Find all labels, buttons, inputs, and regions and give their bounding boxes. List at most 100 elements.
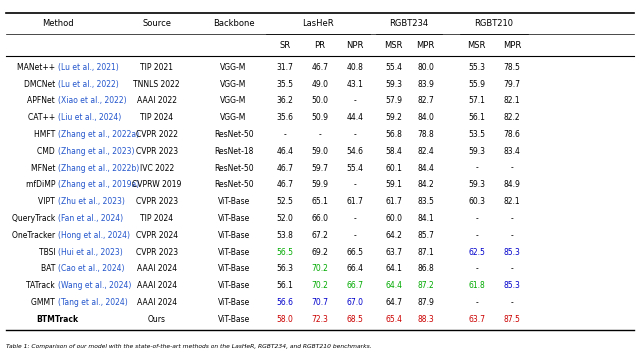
Text: CVPR 2023: CVPR 2023 [136, 248, 178, 257]
Text: 85.3: 85.3 [504, 248, 520, 257]
Text: AAAI 2022: AAAI 2022 [137, 96, 177, 105]
Text: (Hui et al., 2023): (Hui et al., 2023) [58, 248, 122, 257]
Text: -: - [511, 214, 513, 223]
Text: -: - [476, 265, 478, 273]
Text: 59.0: 59.0 [312, 147, 328, 156]
Text: MPR: MPR [417, 41, 435, 50]
Text: HMFT: HMFT [34, 130, 58, 139]
Text: 31.7: 31.7 [276, 63, 293, 72]
Text: 64.7: 64.7 [385, 298, 402, 307]
Text: 66.7: 66.7 [347, 281, 364, 290]
Text: AAAI 2024: AAAI 2024 [137, 281, 177, 290]
Text: 46.7: 46.7 [312, 63, 328, 72]
Text: 82.2: 82.2 [504, 113, 520, 122]
Text: 88.3: 88.3 [417, 315, 434, 324]
Text: 84.0: 84.0 [417, 113, 434, 122]
Text: AAAI 2024: AAAI 2024 [137, 265, 177, 273]
Text: 61.8: 61.8 [468, 281, 485, 290]
Text: 61.7: 61.7 [385, 197, 402, 206]
Text: -: - [511, 298, 513, 307]
Text: 40.8: 40.8 [347, 63, 364, 72]
Text: 56.1: 56.1 [276, 281, 293, 290]
Text: 78.6: 78.6 [504, 130, 520, 139]
Text: 56.6: 56.6 [276, 298, 293, 307]
Text: 70.7: 70.7 [312, 298, 328, 307]
Text: 60.0: 60.0 [385, 214, 402, 223]
Text: 64.2: 64.2 [385, 231, 402, 240]
Text: Backbone: Backbone [212, 19, 255, 28]
Text: 56.8: 56.8 [385, 130, 402, 139]
Text: 55.3: 55.3 [468, 63, 485, 72]
Text: 59.3: 59.3 [468, 180, 485, 189]
Text: -: - [319, 130, 321, 139]
Text: 58.0: 58.0 [276, 315, 293, 324]
Text: TIP 2024: TIP 2024 [140, 113, 173, 122]
Text: Ours: Ours [148, 315, 166, 324]
Text: (Cao et al., 2024): (Cao et al., 2024) [58, 265, 124, 273]
Text: -: - [511, 265, 513, 273]
Text: 80.0: 80.0 [417, 63, 434, 72]
Text: (Xiao et al., 2022): (Xiao et al., 2022) [58, 96, 126, 105]
Text: 50.0: 50.0 [312, 96, 328, 105]
Text: 59.1: 59.1 [385, 180, 402, 189]
Text: VGG-M: VGG-M [220, 96, 247, 105]
Text: (Lu et al., 2021): (Lu et al., 2021) [58, 63, 118, 72]
Text: 87.1: 87.1 [417, 248, 434, 257]
Text: 49.0: 49.0 [312, 79, 328, 89]
Text: (Hong et al., 2024): (Hong et al., 2024) [58, 231, 129, 240]
Text: 65.4: 65.4 [385, 315, 402, 324]
Text: 43.1: 43.1 [347, 79, 364, 89]
Text: 50.9: 50.9 [312, 113, 328, 122]
Text: TBSI: TBSI [38, 248, 58, 257]
Text: BTMTrack: BTMTrack [36, 315, 79, 324]
Text: GMMT: GMMT [31, 298, 58, 307]
Text: 87.9: 87.9 [417, 298, 434, 307]
Text: CMD: CMD [38, 147, 58, 156]
Text: 55.9: 55.9 [468, 79, 485, 89]
Text: -: - [476, 164, 478, 172]
Text: 35.6: 35.6 [276, 113, 293, 122]
Text: -: - [476, 231, 478, 240]
Text: NPR: NPR [346, 41, 364, 50]
Text: CVPR 2023: CVPR 2023 [136, 147, 178, 156]
Text: (Zhang et al., 2022b): (Zhang et al., 2022b) [58, 164, 139, 172]
Text: AAAI 2024: AAAI 2024 [137, 298, 177, 307]
Text: 46.7: 46.7 [276, 180, 293, 189]
Text: (Zhang et al., 2019a): (Zhang et al., 2019a) [58, 180, 139, 189]
Text: 53.8: 53.8 [276, 231, 293, 240]
Text: DMCNet: DMCNet [24, 79, 58, 89]
Text: ViT-Base: ViT-Base [218, 197, 250, 206]
Text: 56.5: 56.5 [276, 248, 293, 257]
Text: -: - [354, 96, 356, 105]
Text: 83.4: 83.4 [504, 147, 520, 156]
Text: 52.0: 52.0 [276, 214, 293, 223]
Text: 66.5: 66.5 [347, 248, 364, 257]
Text: QueryTrack: QueryTrack [12, 214, 58, 223]
Text: ResNet-50: ResNet-50 [214, 130, 253, 139]
Text: CVPRW 2019: CVPRW 2019 [132, 180, 182, 189]
Text: 67.0: 67.0 [347, 298, 364, 307]
Text: 63.7: 63.7 [385, 248, 402, 257]
Text: 69.2: 69.2 [312, 248, 328, 257]
Text: CVPR 2023: CVPR 2023 [136, 197, 178, 206]
Text: 59.7: 59.7 [312, 164, 328, 172]
Text: (Tang et al., 2024): (Tang et al., 2024) [58, 298, 127, 307]
Text: 59.3: 59.3 [468, 147, 485, 156]
Text: 60.1: 60.1 [385, 164, 402, 172]
Text: 58.4: 58.4 [385, 147, 402, 156]
Text: -: - [354, 180, 356, 189]
Text: 70.2: 70.2 [312, 265, 328, 273]
Text: -: - [476, 298, 478, 307]
Text: IVC 2022: IVC 2022 [140, 164, 174, 172]
Text: VGG-M: VGG-M [220, 79, 247, 89]
Text: (Fan et al., 2024): (Fan et al., 2024) [58, 214, 123, 223]
Text: 54.6: 54.6 [347, 147, 364, 156]
Text: 67.2: 67.2 [312, 231, 328, 240]
Text: ViT-Base: ViT-Base [218, 265, 250, 273]
Text: TIP 2024: TIP 2024 [140, 214, 173, 223]
Text: 55.4: 55.4 [385, 63, 402, 72]
Text: 68.5: 68.5 [347, 315, 364, 324]
Text: 59.2: 59.2 [385, 113, 402, 122]
Text: 56.3: 56.3 [276, 265, 293, 273]
Text: (Zhang et al., 2023): (Zhang et al., 2023) [58, 147, 134, 156]
